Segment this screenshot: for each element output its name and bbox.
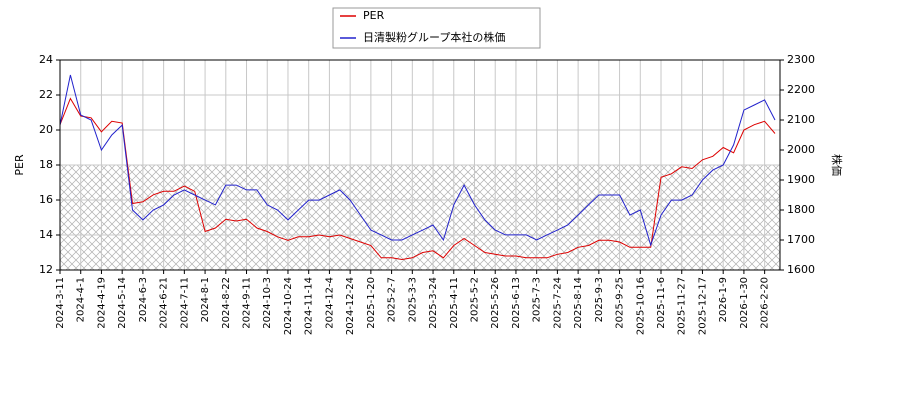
x-tick-label: 2025-2-7 [387, 277, 398, 322]
series-line [59, 74, 776, 247]
y2-tick-label: 2300 [787, 53, 815, 66]
series-line [59, 97, 776, 261]
x-tick-label: 2025-12-17 [697, 277, 708, 335]
x-tick-label: 2025-10-16 [635, 277, 646, 335]
x-tick-label: 2025-9-25 [615, 277, 626, 329]
x-tick-label: 2024-6-3 [138, 277, 149, 322]
x-tick-label: 2025-11-27 [677, 277, 688, 335]
legend-box [332, 7, 541, 49]
y2-tick-label: 1900 [787, 173, 815, 186]
x-tick-label: 2024-3-11 [55, 277, 66, 329]
x-tick-label: 2024-8-22 [221, 277, 232, 329]
y2-tick-label: 1700 [787, 233, 815, 246]
x-tick-label: 2025-3-24 [428, 277, 439, 329]
y-tick-label: 22 [39, 88, 53, 101]
y-tick-label: 16 [39, 193, 53, 206]
x-tick-label: 2025-8-14 [573, 277, 584, 329]
x-tick-label: 2024-9-11 [242, 277, 253, 329]
y-tick-label: 18 [39, 158, 53, 171]
x-tick-label: 2026-2-20 [760, 277, 771, 329]
y-tick-label: 20 [39, 123, 53, 136]
x-tick-label: 2024-10-24 [283, 277, 294, 335]
x-tick-label: 2025-11-6 [656, 277, 667, 329]
x-tick-label: 2025-3-3 [407, 277, 418, 322]
y-axis-label: PER [13, 154, 26, 176]
x-tick-label: 2025-7-3 [532, 277, 543, 322]
x-tick-label: 2025-9-3 [594, 277, 605, 322]
y2-tick-label: 2100 [787, 113, 815, 126]
x-tick-label: 2024-11-14 [304, 277, 315, 335]
y-tick-label: 14 [39, 228, 53, 241]
y2-tick-label: 1800 [787, 203, 815, 216]
y2-axis-label: 株価 [830, 154, 844, 176]
y2-tick-label: 2200 [787, 83, 815, 96]
x-tick-label: 2024-7-11 [179, 277, 190, 329]
x-tick-label: 2024-10-3 [262, 277, 273, 329]
y-tick-label: 24 [39, 53, 53, 66]
x-tick-label: 2024-12-24 [345, 277, 356, 335]
x-tick-label: 2024-4-19 [96, 277, 107, 329]
x-tick-label: 2024-6-21 [159, 277, 170, 329]
x-tick-label: 2024-8-1 [200, 277, 211, 322]
x-tick-label: 2026-1-9 [718, 277, 729, 322]
x-tick-label: 2024-4-1 [76, 277, 87, 322]
x-tick-label: 2025-4-11 [449, 277, 460, 329]
x-tick-label: 2025-7-24 [552, 277, 563, 329]
y-tick-label: 12 [39, 263, 53, 276]
x-tick-label: 2025-1-20 [366, 277, 377, 329]
y2-tick-label: 2000 [787, 143, 815, 156]
x-tick-label: 2025-6-13 [511, 277, 522, 329]
x-tick-label: 2025-5-26 [490, 277, 501, 329]
x-tick-label: 2025-5-2 [469, 277, 480, 322]
legend-label: 日清製粉グループ本社の株価 [363, 30, 505, 44]
x-tick-label: 2024-12-4 [324, 277, 335, 329]
legend-label: PER [363, 9, 385, 22]
y2-tick-label: 1600 [787, 263, 815, 276]
x-tick-label: 2024-5-14 [117, 277, 128, 329]
x-tick-label: 2026-1-30 [739, 277, 750, 329]
plot-frame [59, 59, 781, 271]
